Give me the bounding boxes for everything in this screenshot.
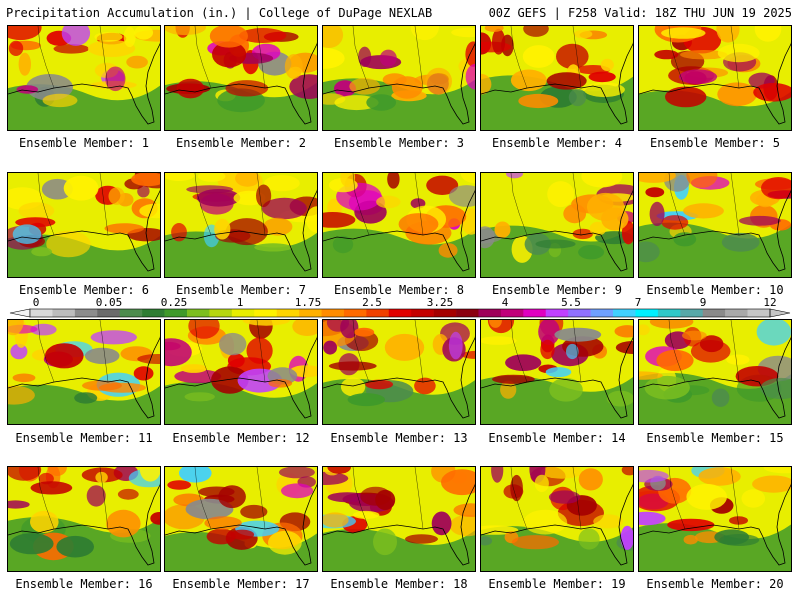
ensemble-map-16 [7, 466, 161, 572]
colorbar-label: 3.25 [427, 297, 454, 309]
ensemble-label-16: Ensemble Member: 16 [15, 577, 153, 591]
ensemble-map-20 [638, 466, 792, 572]
colorbar-swatch [366, 309, 390, 317]
ensemble-map-3 [322, 25, 476, 131]
colorbar-label: 0.25 [161, 297, 188, 309]
colorbar-swatch [500, 309, 524, 317]
colorbar-swatch [680, 309, 704, 317]
colorbar-label: 4 [502, 297, 509, 309]
colorbar-swatch [568, 309, 591, 317]
ensemble-label-1: Ensemble Member: 1 [18, 136, 150, 150]
ensemble-map-18 [322, 466, 476, 572]
colorbar-label: 5.5 [561, 297, 581, 309]
colorbar-swatch [343, 309, 367, 317]
run-info: 00Z GEFS | F258 Valid: 18Z THU JUN 19 20… [488, 6, 792, 20]
colorbar-swatch [30, 309, 53, 317]
colorbar-swatch [52, 309, 76, 317]
ensemble-map-12 [164, 319, 318, 425]
ensemble-label-7: Ensemble Member: 7 [175, 283, 307, 297]
ensemble-map-10 [638, 172, 792, 278]
colorbar-swatch [97, 309, 120, 317]
colorbar-swatch [411, 309, 434, 317]
colorbar-label: 12 [763, 297, 776, 309]
ensemble-label-15: Ensemble Member: 15 [646, 431, 784, 445]
colorbar-swatch [478, 309, 502, 317]
ensemble-map-2 [164, 25, 318, 131]
ensemble-label-13: Ensemble Member: 13 [330, 431, 468, 445]
colorbar-swatch [635, 309, 659, 317]
ensemble-label-11: Ensemble Member: 11 [15, 431, 153, 445]
ensemble-label-19: Ensemble Member: 19 [488, 577, 626, 591]
colorbar-swatch [523, 309, 547, 317]
colorbar-swatch [590, 309, 614, 317]
ensemble-label-14: Ensemble Member: 14 [488, 431, 626, 445]
colorbar-swatch [747, 309, 771, 317]
colorbar-swatch [142, 309, 165, 317]
colorbar-left-arrow [9, 308, 31, 318]
ensemble-map-15 [638, 319, 792, 425]
colorbar-right-arrow [769, 308, 791, 318]
ensemble-label-10: Ensemble Member: 10 [646, 283, 784, 297]
colorbar-swatch [702, 309, 726, 317]
ensemble-map-5 [638, 25, 792, 131]
ensemble-map-4 [480, 25, 634, 131]
colorbar-swatch [74, 309, 98, 317]
ensemble-label-20: Ensemble Member: 20 [646, 577, 784, 591]
colorbar-label: 1 [237, 297, 244, 309]
ensemble-map-19 [480, 466, 634, 572]
colorbar-label: 7 [635, 297, 642, 309]
colorbar-swatch [725, 309, 748, 317]
colorbar-swatch [545, 309, 569, 317]
page-title: Precipitation Accumulation (in.) | Colle… [6, 6, 433, 20]
colorbar-label: 0.05 [96, 297, 123, 309]
colorbar-swatch [231, 309, 255, 317]
ensemble-map-6 [7, 172, 161, 278]
colorbar-label: 2.5 [362, 297, 382, 309]
colorbar-swatch [164, 309, 188, 317]
ensemble-label-6: Ensemble Member: 6 [18, 283, 150, 297]
ensemble-map-1 [7, 25, 161, 131]
ensemble-label-4: Ensemble Member: 4 [491, 136, 623, 150]
colorbar-swatch [388, 309, 412, 317]
ensemble-label-12: Ensemble Member: 12 [172, 431, 310, 445]
colorbar-swatch [613, 309, 636, 317]
ensemble-map-8 [322, 172, 476, 278]
colorbar-label: 1.75 [295, 297, 322, 309]
colorbar-swatch [321, 309, 345, 317]
ensemble-map-11 [7, 319, 161, 425]
colorbar-swatch [299, 309, 322, 317]
ensemble-label-2: Ensemble Member: 2 [175, 136, 307, 150]
ensemble-label-8: Ensemble Member: 8 [333, 283, 465, 297]
colorbar-label: 0 [33, 297, 40, 309]
ensemble-label-3: Ensemble Member: 3 [333, 136, 465, 150]
colorbar-swatch [657, 309, 681, 317]
colorbar-swatch [119, 309, 143, 317]
colorbar-swatch [186, 309, 210, 317]
colorbar-swatch [276, 309, 300, 317]
ensemble-map-14 [480, 319, 634, 425]
colorbar-swatch [433, 309, 457, 317]
ensemble-map-17 [164, 466, 318, 572]
colorbar-label: 9 [700, 297, 707, 309]
colorbar-swatch [209, 309, 233, 317]
colorbar-swatch [456, 309, 479, 317]
colorbar-swatch [254, 309, 277, 317]
ensemble-label-5: Ensemble Member: 5 [649, 136, 781, 150]
ensemble-label-17: Ensemble Member: 17 [172, 577, 310, 591]
ensemble-map-7 [164, 172, 318, 278]
ensemble-map-9 [480, 172, 634, 278]
ensemble-label-9: Ensemble Member: 9 [491, 283, 623, 297]
precip-colorbar: 0 0.05 0.25 1 1.75 2.5 3.25 4 5.5 7 9 12 [8, 297, 792, 323]
ensemble-map-13 [322, 319, 476, 425]
ensemble-label-18: Ensemble Member: 18 [330, 577, 468, 591]
